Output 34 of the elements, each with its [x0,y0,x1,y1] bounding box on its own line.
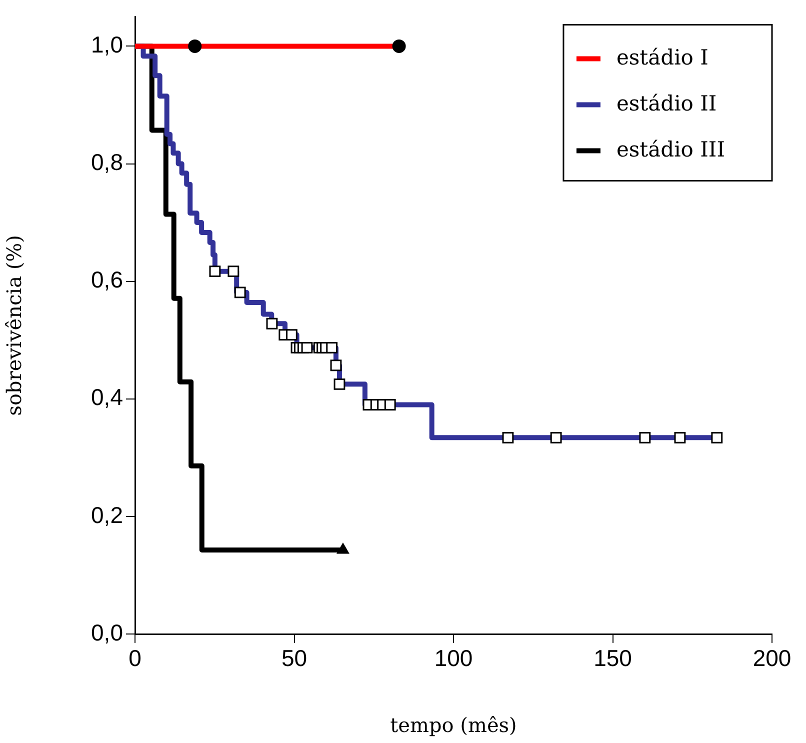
y-tick-label: 0,2 [91,502,123,528]
point [550,432,562,444]
y-tick-label: 0,8 [91,149,123,176]
point [337,543,349,554]
point [209,266,221,278]
x-tick-label: 100 [434,645,473,672]
point [301,342,313,354]
point [639,432,651,444]
point [286,329,298,341]
x-tick-label: 150 [594,645,632,672]
point [330,360,342,372]
point [266,318,278,330]
y-tick-label: 0,6 [91,266,123,293]
point [392,39,406,53]
x-axis-title: tempo (mês) [390,713,517,738]
y-tick-label: 0,4 [91,384,124,410]
legend-label: estádio II [616,91,717,116]
point [384,399,396,410]
point [674,432,686,444]
legend-label: estádio I [616,45,708,70]
point [502,432,514,444]
legend-label: estádio III [616,137,726,162]
y-tick-label: 0,0 [91,619,123,646]
point [326,342,338,354]
point [334,378,346,390]
point [228,266,240,278]
x-tick-label: 0 [128,645,142,672]
y-tick-label: 1,0 [91,32,123,58]
point [188,39,202,53]
x-tick-label: 200 [752,645,792,672]
point [711,432,723,444]
x-tick-label: 50 [281,645,308,672]
y-axis-title: sobrevivência (%) [2,235,26,416]
point [234,286,246,298]
